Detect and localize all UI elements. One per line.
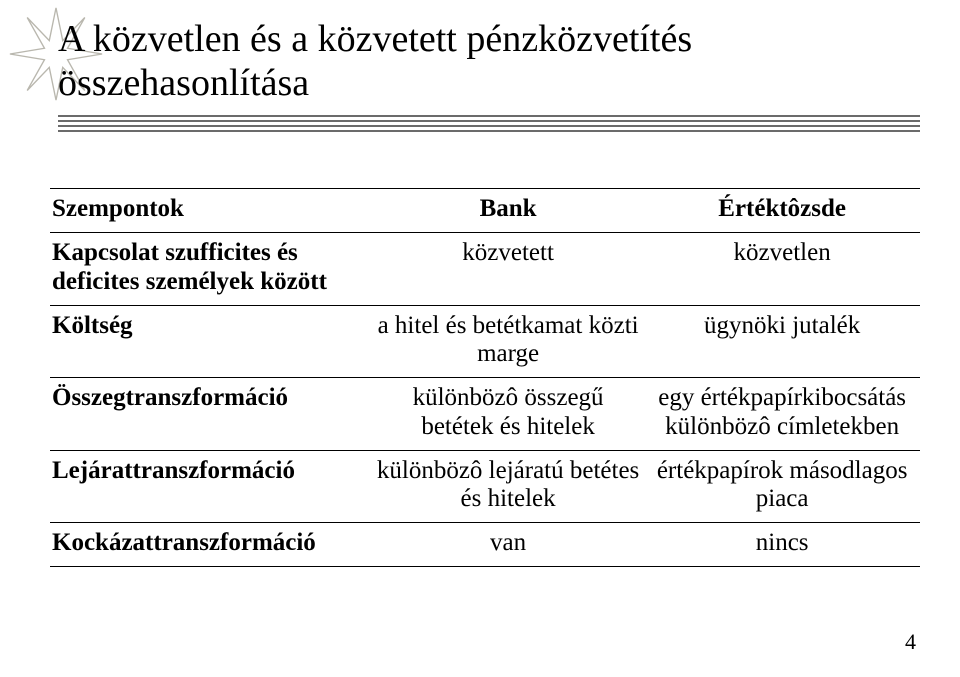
cell: van bbox=[372, 523, 650, 567]
row-label: Költség bbox=[50, 305, 372, 378]
cell: nincs bbox=[650, 523, 920, 567]
page-title: A közvetlen és a közvetett pénzközvetíté… bbox=[58, 18, 920, 105]
header-exchange: Értéktôzsde bbox=[650, 189, 920, 233]
title-block: A közvetlen és a közvetett pénzközvetíté… bbox=[50, 18, 920, 132]
cell: különbözô összegű betétek és hitelek bbox=[372, 378, 650, 451]
cell: a hitel és betétkamat közti marge bbox=[372, 305, 650, 378]
table-row: Összegtranszformáció különbözô összegű b… bbox=[50, 378, 920, 451]
cell: egy értékpapírkibocsátás különbözô címle… bbox=[650, 378, 920, 451]
row-label: Kockázattranszformáció bbox=[50, 523, 372, 567]
row-label: Kapcsolat szufficites és deficites szemé… bbox=[50, 233, 372, 306]
page-number: 4 bbox=[905, 629, 916, 655]
table-row: Lejárattranszformáció különbözô lejáratú… bbox=[50, 450, 920, 523]
table-row: Kockázattranszformáció van nincs bbox=[50, 523, 920, 567]
title-rules bbox=[58, 115, 920, 132]
cell: közvetett bbox=[372, 233, 650, 306]
row-label: Lejárattranszformáció bbox=[50, 450, 372, 523]
header-aspect: Szempontok bbox=[50, 189, 372, 233]
cell: közvetlen bbox=[650, 233, 920, 306]
row-label: Összegtranszformáció bbox=[50, 378, 372, 451]
cell: ügynöki jutalék bbox=[650, 305, 920, 378]
table-row: Költség a hitel és betétkamat közti marg… bbox=[50, 305, 920, 378]
cell: különbözô lejáratú betétes és hitelek bbox=[372, 450, 650, 523]
cell: értékpapírok másodlagos piaca bbox=[650, 450, 920, 523]
comparison-table: Szempontok Bank Értéktôzsde Kapcsolat sz… bbox=[50, 188, 920, 567]
comparison-table-wrap: Szempontok Bank Értéktôzsde Kapcsolat sz… bbox=[50, 188, 920, 567]
table-row: Kapcsolat szufficites és deficites szemé… bbox=[50, 233, 920, 306]
slide: A közvetlen és a közvetett pénzközvetíté… bbox=[0, 0, 960, 677]
header-bank: Bank bbox=[372, 189, 650, 233]
table-header-row: Szempontok Bank Értéktôzsde bbox=[50, 189, 920, 233]
